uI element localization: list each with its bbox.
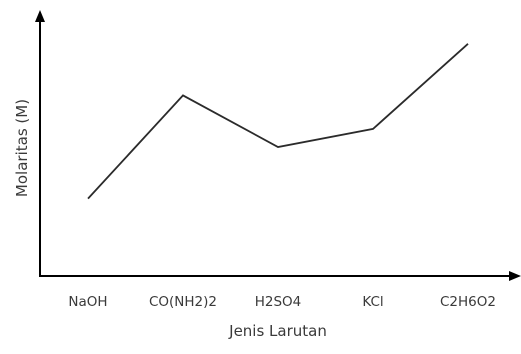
x-tick-label: H2SO4: [255, 294, 302, 310]
x-tick-labels: NaOH CO(NH2)2 H2SO4 KCl C2H6O2: [68, 294, 496, 310]
x-axis-arrowhead: [509, 271, 521, 281]
x-tick-label: NaOH: [68, 294, 107, 310]
chart-axes: [35, 10, 521, 281]
x-tick-label: CO(NH2)2: [149, 294, 217, 310]
y-axis-label: Molaritas (M): [13, 99, 31, 197]
x-axis-label: Jenis Larutan: [228, 322, 327, 340]
x-tick-label: C2H6O2: [440, 294, 496, 310]
series-line: [87, 43, 469, 200]
y-axis-arrowhead: [35, 10, 45, 22]
x-tick-label: KCl: [362, 294, 383, 310]
series-points: [88, 44, 468, 199]
